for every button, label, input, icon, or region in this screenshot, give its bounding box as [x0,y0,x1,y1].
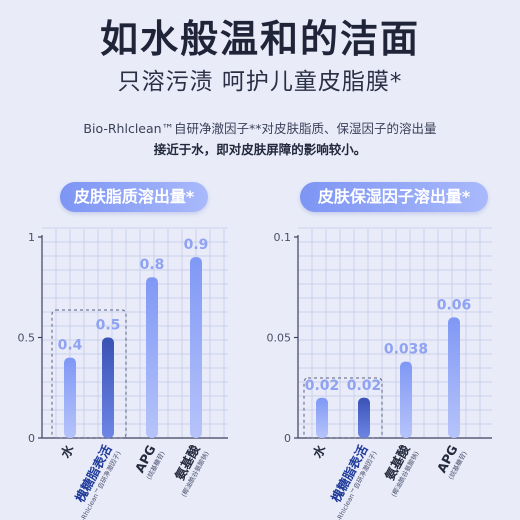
bar-value-label: 0.4 [58,338,83,354]
description-line-2: 接近于水，即对皮肤屏障的影响较小。 [153,142,367,157]
bar [64,357,76,438]
chart-title-lipid: 皮肤脂质溶出量* [60,182,208,212]
category-label-group: APG(烷基糖苷) [132,442,167,481]
category-label-group: 氨基酸(椰油酰谷氨酸钠) [382,442,421,498]
y-tick-label: 0 [284,432,291,445]
bar [102,337,114,438]
bar [146,277,158,438]
description-line-1: Bio-Rhlclean™自研净澈因子**对皮肤脂质、保湿因子的溶出量 [83,121,437,136]
category-label-group: 水 [58,442,77,461]
y-tick-label: 0 [28,432,35,445]
bar-value-label: 0.02 [305,378,340,394]
category-label: 水 [310,442,329,461]
bar-value-label: 0.038 [384,342,428,358]
highlight-box [303,377,383,439]
y-tick-label: 1 [28,231,35,244]
bar-value-label: 0.9 [184,237,209,253]
y-tick-label: 0.5 [18,332,36,345]
bar-value-label: 0.06 [437,297,472,313]
category-label: 水 [58,442,77,461]
category-label-group: 氨基酸(椰油酰谷氨酸钠) [172,442,211,498]
bar-value-label: 0.5 [96,318,121,334]
page-subtitle: 只溶污渍 呵护儿童皮脂膜* [117,69,403,95]
bar-value-label: 0.8 [140,257,165,273]
bar [358,397,370,438]
y-tick-label: 0.05 [267,332,292,345]
chart-title-moisture: 皮肤保湿因子溶出量* [300,182,488,212]
category-label-group: APG(烷基糖苷) [434,442,469,481]
category-label-group: 水 [310,442,329,461]
bar [400,361,412,438]
highlight-box [51,309,127,439]
bar [316,397,328,438]
bar-value-label: 0.02 [347,378,382,394]
bar [448,317,460,438]
bar [190,257,202,438]
y-tick-label: 0.1 [274,231,292,244]
page-title: 如水般温和的洁面 [99,17,420,61]
